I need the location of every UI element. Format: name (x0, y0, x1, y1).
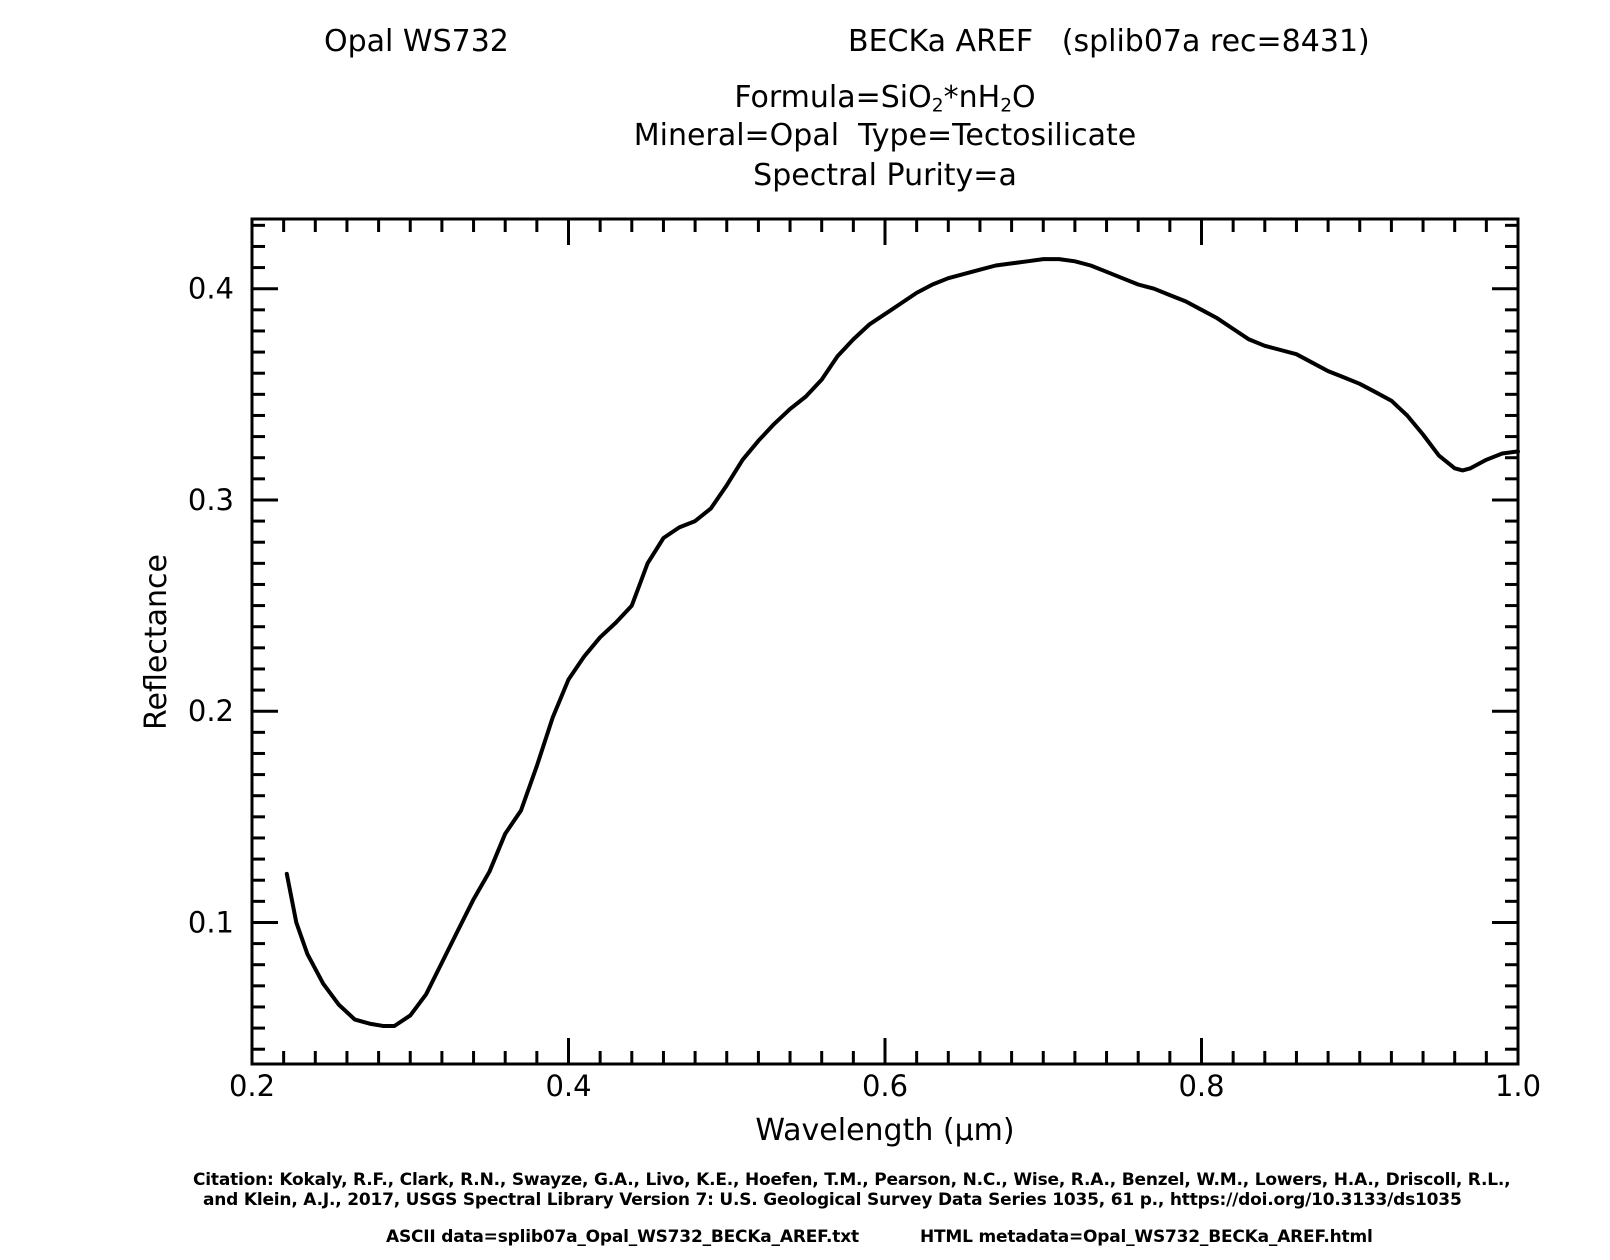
mineral-type: Mineral=Opal Type=Tectosilicate (633, 118, 1137, 153)
x-axis-label: Wavelength (μm) (755, 1113, 1014, 1148)
x-tick-label: 0.4 (545, 1069, 591, 1103)
formula-suffix: O (1012, 80, 1036, 115)
plot-frame (250, 217, 1520, 1066)
formula-line: Formula=SiO2*nH2O (0, 80, 1610, 115)
y-axis-label: Reflectance (139, 554, 174, 730)
y-tick-label: 0.4 (188, 272, 234, 306)
reflectance-chart: 0.2 0.4 0.6 0.8 1.0 0.1 0.2 0.3 0.4 Wavelength (… (139, 217, 1541, 1148)
spectral-purity: Spectral Purity=a (753, 158, 1017, 193)
sample-name: Opal WS732 (324, 24, 509, 59)
citation-line-2: and Klein, A.J., 2017, USGS Spectral Lib… (203, 1190, 1462, 1210)
y-tick-label: 0.2 (188, 694, 234, 728)
formula-mid: *nH (943, 80, 1001, 115)
spectrum-line (284, 257, 1520, 1028)
x-tick-label: 0.2 (229, 1069, 275, 1103)
ascii-data-file: ASCII data=splib07a_Opal_WS732_BECKa_ARE… (386, 1227, 859, 1247)
formula-prefix: Formula=SiO (734, 80, 932, 115)
x-tick-label: 1.0 (1495, 1069, 1541, 1103)
y-tick-label: 0.1 (188, 905, 234, 939)
x-tick-label: 0.6 (862, 1069, 908, 1103)
formula-subscript-1: 2 (931, 95, 944, 117)
html-metadata-file: HTML metadata=Opal_WS732_BECKa_AREF.html (920, 1227, 1373, 1247)
axis-tick-labels: 0.2 0.4 0.6 0.8 1.0 0.1 0.2 0.3 0.4 (188, 272, 1541, 1103)
formula-subscript-2: 2 (1000, 95, 1013, 117)
axis-ticks (250, 219, 1520, 1064)
record-info: BECKa AREF (splib07a rec=8431) (848, 24, 1370, 59)
x-tick-label: 0.8 (1178, 1069, 1224, 1103)
citation-line-1: Citation: Kokaly, R.F., Clark, R.N., Swa… (193, 1170, 1511, 1190)
y-tick-label: 0.3 (188, 483, 234, 517)
